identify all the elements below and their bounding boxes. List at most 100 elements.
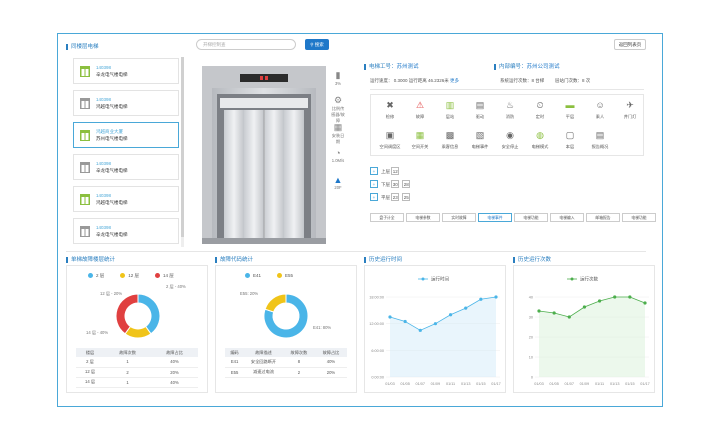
- elevator-status-0: ▮ 3%: [330, 70, 346, 86]
- function-chart[interactable]: ◍ 电梯模式: [531, 130, 549, 150]
- x-tick-label: 01/17: [640, 382, 650, 386]
- calendar-icon: ▦: [333, 122, 343, 132]
- x-tick-label: 01/13: [610, 382, 620, 386]
- floor-value: 28: [402, 180, 411, 188]
- function-map[interactable]: ▧ 电梯事件: [471, 130, 489, 150]
- elevator-icon: [80, 194, 90, 205]
- data-point: [403, 319, 407, 324]
- elevator-status-1: ⚙ 比例传感器/故障: [331, 95, 345, 123]
- action-button[interactable]: 盘子计全: [370, 213, 404, 222]
- slice-label: E41: 80%: [313, 325, 332, 330]
- car-icon: ▤: [475, 100, 485, 110]
- elevator-code: 电梯工号：苏州测试: [364, 62, 419, 70]
- table-header: 故障描述: [244, 348, 283, 357]
- table-row: E55 减速过电流 2 20%: [225, 367, 347, 378]
- more-link[interactable]: 更多: [450, 78, 460, 83]
- back-to-list-button[interactable]: 返回列表页: [614, 39, 646, 50]
- data-point: [613, 295, 617, 299]
- x-tick-label: 01/03: [534, 382, 544, 386]
- table-cell: 14 层: [76, 377, 105, 388]
- table-row: 2 层 1 40%: [76, 357, 198, 368]
- warning-icon: ⚠: [415, 100, 425, 110]
- action-button[interactable]: 电梯编入: [550, 213, 584, 222]
- function-car[interactable]: ▤ 驱动: [475, 100, 485, 120]
- search-icon: ⚲: [310, 42, 315, 47]
- divider: [370, 89, 644, 90]
- function-user[interactable]: ☺ 乘人: [595, 100, 605, 120]
- user-icon: ☺: [595, 100, 605, 110]
- search-input[interactable]: 开梯控制查: [196, 39, 296, 50]
- slice-label: 12 层 - 20%: [100, 291, 123, 296]
- data-point: [464, 306, 468, 310]
- floor-toggle-button[interactable]: +: [370, 180, 378, 188]
- function-wrench[interactable]: ✖ 检修: [385, 100, 395, 120]
- elevator-icon: [80, 66, 90, 77]
- table-header: 编码: [225, 348, 245, 357]
- list-item[interactable]: 鸿越商业大厦 苏州电气楼电梯: [73, 122, 179, 148]
- elevator-icon: [80, 226, 90, 237]
- table-header: 故障次数: [104, 348, 151, 357]
- y-tick-label: 0:00:00: [371, 376, 384, 380]
- list-item[interactable]: 140398 鸿越电气楼电梯: [73, 186, 179, 212]
- table-row: 14 层 1 40%: [76, 377, 198, 388]
- function-list[interactable]: ▤ 报告概况: [591, 130, 609, 150]
- panel-run-count-title: 历史运行次数: [513, 255, 551, 263]
- internal-code: 内部编号：苏州公司测试: [494, 62, 560, 70]
- pie-slice: [263, 293, 309, 339]
- function-lamp[interactable]: ✈ 井门灯: [623, 100, 637, 120]
- action-button[interactable]: 实时故障: [442, 213, 476, 222]
- function-grid[interactable]: ▦ 空间开关: [411, 130, 429, 150]
- series-line: [538, 296, 646, 318]
- floor-row: + 平层 23 25: [370, 193, 413, 201]
- action-button[interactable]: 电梯事件: [478, 213, 512, 222]
- arrow-up-icon: ▲: [333, 175, 343, 185]
- scroll-thumb[interactable]: [181, 57, 184, 237]
- pie-slice: [137, 293, 161, 335]
- legend-item: 2 层: [88, 273, 104, 279]
- y-tick-label: 30: [529, 316, 533, 320]
- action-button[interactable]: 电梯功能: [514, 213, 548, 222]
- table-row: 12 层 2 20%: [76, 367, 198, 378]
- x-tick-label: 01/05: [549, 382, 559, 386]
- grid-icon: ▦: [415, 130, 425, 140]
- data-point: [643, 301, 647, 305]
- list-item[interactable]: 140398 辛龙电气楼电梯: [73, 58, 179, 84]
- floor-value: 25: [402, 193, 411, 201]
- function-floor[interactable]: ▬ 平层: [565, 100, 575, 120]
- action-button[interactable]: 邮箱报告: [586, 213, 620, 222]
- floor-row: + 上层 12: [370, 167, 402, 175]
- data-point: [567, 315, 571, 319]
- function-stop[interactable]: ◉ 安全停止: [501, 130, 519, 150]
- elevator-icon: [80, 98, 90, 109]
- function-monitor[interactable]: ▣ 空间调度区: [379, 130, 401, 150]
- function-doc[interactable]: ▢ 本层: [565, 130, 575, 150]
- list-item-code: 140398: [96, 65, 112, 70]
- lamp-icon: ✈: [626, 100, 634, 110]
- y-tick-label: 10: [529, 356, 533, 360]
- floor-toggle-button[interactable]: +: [370, 167, 378, 175]
- data-point: [597, 299, 602, 303]
- data-point: [388, 315, 392, 319]
- list-item-name: 鸿越电气楼电梯: [96, 200, 128, 205]
- legend-floor-fault: 2 层 12 层 14 层: [88, 273, 190, 279]
- x-tick-label: 01/07: [416, 382, 426, 386]
- action-button[interactable]: 电梯参数: [406, 213, 440, 222]
- list-scrollbar[interactable]: [181, 57, 184, 247]
- floor-toggle-button[interactable]: +: [370, 193, 378, 201]
- list-item-name: 辛龙电气楼电梯: [96, 168, 128, 173]
- list-item[interactable]: 140398 辛龙电气楼电梯: [73, 154, 179, 180]
- function-box[interactable]: ▩ 乘客信息: [441, 130, 459, 150]
- stop-icon: ◉: [506, 130, 514, 140]
- list-item-name: 苏州电气楼电梯: [96, 136, 128, 141]
- function-door[interactable]: ▥ 层站: [445, 100, 455, 120]
- function-warning[interactable]: ⚠ 故障: [415, 100, 425, 120]
- table-cell: 40%: [314, 357, 347, 368]
- list-item[interactable]: 140398 鸿越电气楼电梯: [73, 90, 179, 116]
- table-cell: 安全回路断开: [244, 357, 283, 368]
- function-fire[interactable]: ♨ 消防: [505, 100, 515, 120]
- gear-icon: ⚙: [333, 95, 343, 105]
- action-button[interactable]: 电梯功能: [622, 213, 656, 222]
- function-clock[interactable]: ⏲ 定时: [535, 100, 545, 120]
- list-item[interactable]: 140398 辛龙电气楼电梯: [73, 218, 179, 244]
- search-button[interactable]: ⚲ 搜索: [305, 39, 329, 50]
